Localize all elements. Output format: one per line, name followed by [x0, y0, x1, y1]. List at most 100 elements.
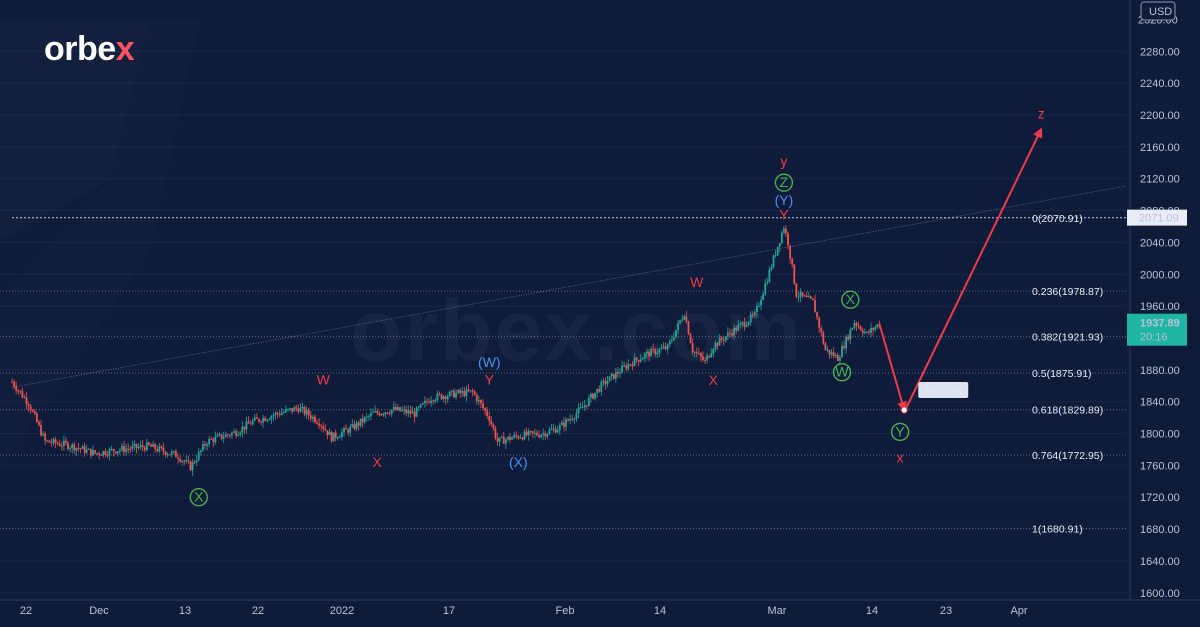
candle-body — [523, 431, 526, 440]
candle-body — [38, 421, 40, 425]
candle-body — [789, 245, 792, 259]
candle-body — [123, 445, 125, 452]
candle-body — [604, 380, 607, 385]
candle-body — [870, 327, 872, 333]
candle-body — [154, 443, 157, 450]
x-tick-label: 2022 — [330, 605, 354, 617]
candle-body — [282, 411, 285, 413]
candle-body — [849, 329, 852, 340]
candle-body — [720, 337, 723, 340]
candle-body — [500, 436, 503, 438]
candle-body — [17, 390, 20, 392]
candle-body — [148, 442, 150, 445]
y-tick-label: 1960.00 — [1140, 301, 1180, 313]
candle-body — [756, 305, 758, 313]
candle-body — [787, 233, 789, 246]
candle-body — [525, 431, 528, 436]
candle-body — [826, 349, 829, 351]
projection-down-arrow — [878, 323, 907, 412]
candle-body — [19, 390, 22, 392]
candle-body — [322, 426, 325, 429]
candle-body — [419, 404, 422, 408]
candle-body — [807, 296, 810, 298]
candle-body — [264, 417, 267, 421]
candle-body — [455, 393, 457, 398]
candle-body — [639, 359, 642, 362]
candle-body — [828, 349, 831, 355]
candle-body — [166, 454, 169, 456]
candle-body — [44, 433, 47, 441]
candle-body — [662, 346, 665, 349]
y-tick-label: 1880.00 — [1140, 365, 1180, 377]
candle-body — [316, 422, 318, 424]
candle-body — [241, 426, 244, 433]
candle-body — [368, 415, 370, 417]
candle-body — [592, 393, 594, 399]
candle-body — [280, 412, 283, 415]
candle-body — [687, 321, 690, 335]
candle-body — [494, 428, 497, 439]
wave-label-circle — [189, 488, 208, 507]
current-price-badge — [1127, 313, 1187, 346]
candle-body — [498, 437, 501, 442]
candle-body — [328, 431, 331, 436]
wave-label: Y — [779, 207, 789, 223]
candle-body — [187, 460, 190, 462]
candle-body — [98, 453, 101, 455]
wave-label: W — [835, 364, 849, 380]
candle-body — [544, 433, 547, 437]
candle-body — [627, 364, 630, 369]
candle-body — [531, 431, 534, 434]
candle-body — [843, 346, 845, 349]
candle-body — [548, 429, 551, 434]
wave-label: X — [373, 454, 383, 470]
candle-body — [722, 339, 725, 341]
y-tick-label: 1800.00 — [1140, 429, 1180, 441]
candle-body — [776, 246, 779, 256]
candle-body — [266, 419, 269, 421]
candle-body — [617, 371, 619, 374]
candle-body — [411, 411, 414, 414]
candle-body — [702, 356, 704, 361]
target-price-label: 1829.54 — [924, 385, 962, 397]
candle-body — [760, 300, 762, 306]
candle-body — [504, 439, 507, 444]
fib-level-label: 0.5(1875.91) — [1032, 368, 1092, 380]
high-price-label: 2071.09 — [1139, 213, 1179, 225]
candle-body — [673, 337, 675, 340]
candle-body — [633, 357, 636, 367]
y-tick-label: 2200.00 — [1140, 110, 1180, 122]
candle-body — [29, 406, 32, 411]
candle-body — [320, 425, 323, 427]
candle-body — [108, 449, 111, 456]
candle-body — [712, 349, 715, 354]
candle-body — [677, 322, 679, 331]
x-tick-label: 14 — [866, 605, 878, 617]
candle-body — [299, 407, 302, 412]
candle-body — [332, 432, 335, 442]
candle-body — [646, 351, 648, 354]
candle-body — [401, 410, 403, 412]
candle-body — [463, 390, 466, 397]
candle-body — [706, 355, 709, 361]
wave-label: y — [780, 153, 787, 169]
wave-label-circle — [841, 290, 860, 309]
candle-body — [853, 323, 856, 329]
candle-body — [816, 312, 818, 318]
candle-body — [237, 434, 240, 436]
candle-body — [355, 422, 358, 430]
candle-body — [397, 407, 399, 411]
candle-body — [69, 447, 71, 449]
candle-body — [718, 337, 721, 346]
candle-body — [515, 434, 518, 437]
candle-body — [868, 331, 870, 333]
candle-body — [67, 442, 69, 449]
candle-body — [87, 448, 90, 450]
candle-body — [812, 298, 814, 300]
candle-body — [621, 365, 623, 373]
candle-body — [739, 323, 742, 325]
candle-body — [691, 343, 694, 353]
x-tick-label: 22 — [20, 605, 32, 617]
candle-body — [152, 443, 154, 447]
candle-body — [135, 443, 138, 449]
